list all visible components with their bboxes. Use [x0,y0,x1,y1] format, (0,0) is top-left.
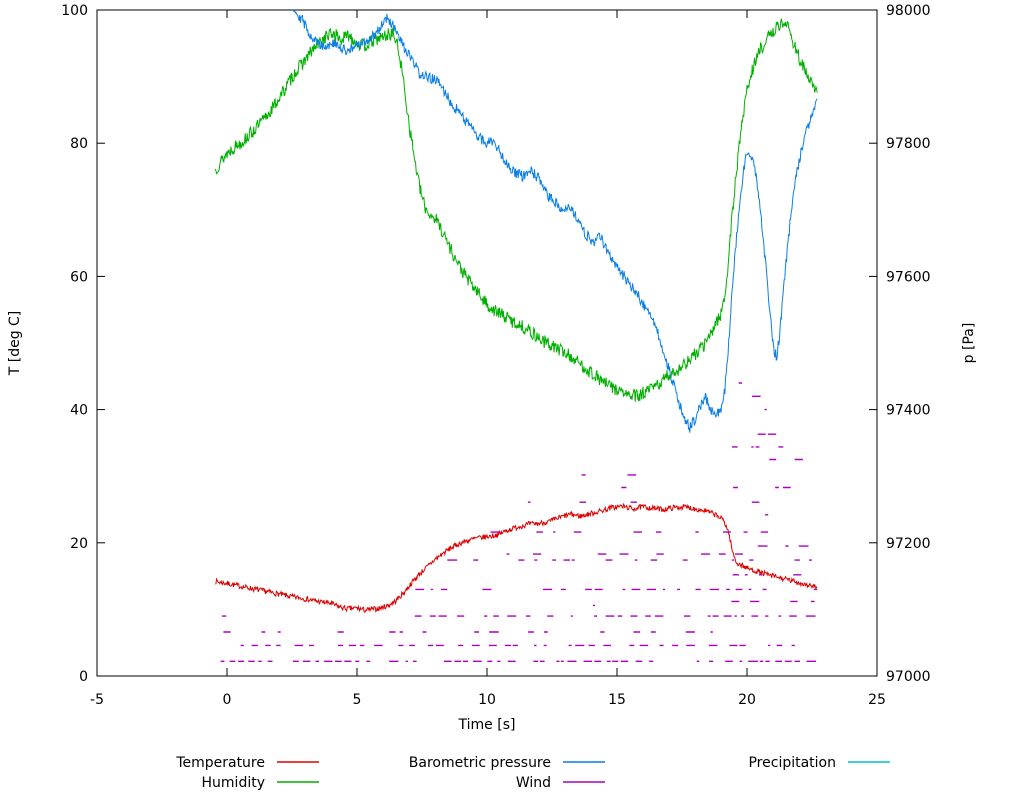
legend-label-wind: Wind [516,775,551,791]
y-left-tick-label: 0 [79,669,88,685]
y-left-tick-label: 20 [70,536,88,552]
series-line-temperature [215,502,818,613]
legend-label-precipitation: Precipitation [748,755,836,771]
y-right-tick-label: 97600 [886,269,931,285]
y-right-tick-label: 97800 [886,136,931,152]
x-tick-label: -5 [90,692,104,708]
x-tick-label: 15 [608,692,626,708]
x-axis-title: Time [s] [458,717,516,733]
x-tick-label: 5 [353,692,362,708]
series-dashes-wind [220,382,818,662]
y-left-tick-label: 80 [70,136,88,152]
y-left-axis-title: T [deg C] [7,311,23,377]
x-tick-label: 20 [738,692,756,708]
legend-label-temperature: Temperature [175,755,265,771]
y-right-tick-label: 98000 [886,3,931,19]
series-group [214,10,818,662]
y-right-tick-label: 97000 [886,669,931,685]
x-tick-label: 0 [223,692,232,708]
series-line-barometric-pressure [292,10,818,433]
y-left-tick-label: 100 [61,3,88,19]
y-right-tick-label: 97400 [886,403,931,419]
y-right-axis-title: p [Pa] [961,323,977,364]
y-right-tick-label: 97200 [886,536,931,552]
x-tick-label: 25 [868,692,886,708]
y-left-tick-label: 60 [70,269,88,285]
series-line-humidity [214,18,818,402]
plot-border [96,9,878,677]
legend-label-barometric-pressure: Barometric pressure [409,755,551,771]
x-tick-label: 10 [478,692,496,708]
y-left-tick-label: 40 [70,403,88,419]
legend-label-humidity: Humidity [202,775,265,791]
